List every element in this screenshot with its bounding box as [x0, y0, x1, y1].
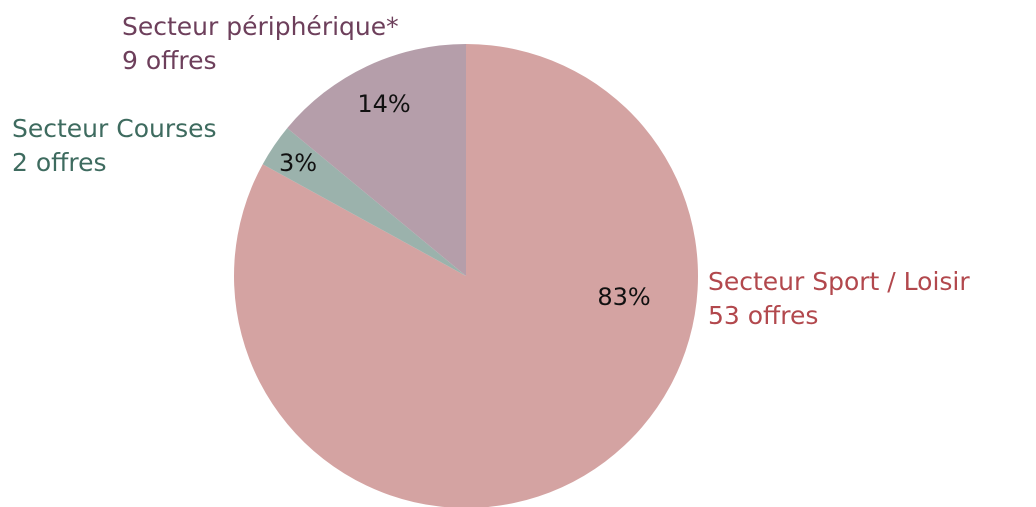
slice-name: Secteur Courses [12, 114, 217, 143]
slice-name: Secteur Sport / Loisir [708, 267, 970, 296]
percent-label: 3% [279, 149, 317, 177]
pie-slice [262, 128, 466, 276]
pie-slice [287, 44, 466, 276]
slice-name: Secteur périphérique* [122, 12, 399, 41]
slice-count: 9 offres [122, 46, 217, 75]
percent-label: 83% [597, 283, 650, 311]
slice-count: 2 offres [12, 148, 107, 177]
pie-slice [234, 44, 698, 507]
slice-count: 53 offres [708, 301, 818, 330]
percent-label: 14% [357, 90, 410, 118]
